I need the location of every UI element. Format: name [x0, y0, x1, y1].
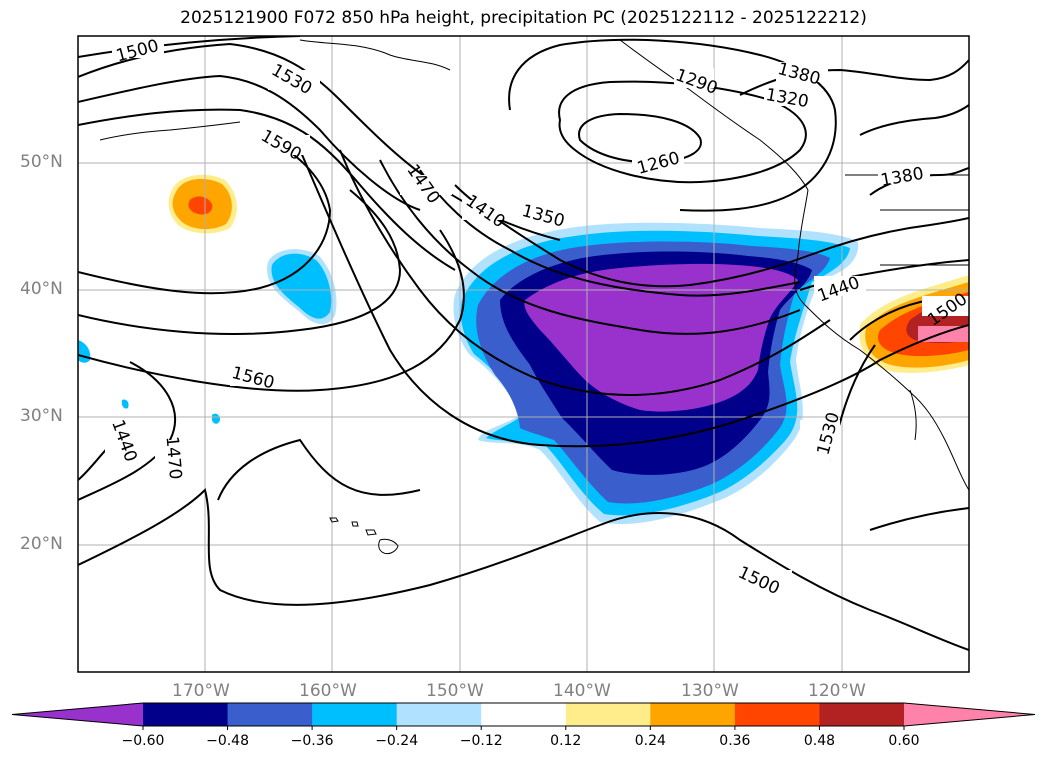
plot-frame [77, 35, 970, 673]
hawaii-islands [329, 517, 399, 555]
lon-label: 150°W [426, 681, 484, 701]
colorbar-segment [650, 703, 736, 726]
colorbar-segment [565, 703, 651, 726]
height-contours [78, 36, 969, 651]
lat-label: 40°N [20, 279, 63, 299]
lat-label: 30°N [20, 406, 63, 426]
contour-label: 1470 [161, 435, 185, 480]
colorbar-segment [396, 703, 482, 726]
colorbar-segment [481, 703, 567, 726]
colorbar-tick-label: 0.24 [634, 733, 666, 749]
map-title: 2025121900 F072 850 hPa height, precipit… [180, 8, 867, 28]
contour-labels: 1500 1530 1590 1470 1410 1350 1260 1290 … [105, 36, 969, 599]
colorbar-tick-label: −0.60 [121, 733, 165, 749]
colorbar [11, 702, 1036, 730]
colorbar-extend-high [904, 703, 1035, 726]
colorbar-tick-label: −0.36 [290, 733, 334, 749]
contour-label: 1590 [257, 126, 304, 165]
colorbar-segment [143, 703, 229, 726]
colorbar-segment [819, 703, 905, 726]
lon-label: 120°W [808, 681, 866, 701]
colorbar-segment [312, 703, 398, 726]
lon-label: 160°W [299, 681, 357, 701]
colorbar-extend-low [12, 703, 143, 726]
colorbar-tick-label: −0.12 [459, 733, 503, 749]
colorbar-tick-label: −0.24 [375, 733, 419, 749]
lon-label: 170°W [172, 681, 230, 701]
colorbar-tick-label: 0.12 [550, 733, 582, 749]
contour-label: 1410 [462, 191, 509, 232]
lon-label: 140°W [553, 681, 611, 701]
colorbar-tick-label: −0.48 [206, 733, 249, 749]
colorbar-segment [734, 703, 820, 726]
contour-label: 1500 [735, 563, 783, 599]
lat-label: 20°N [20, 534, 63, 554]
lon-label: 130°W [681, 681, 739, 701]
colorbar-tick-label: 0.48 [803, 733, 836, 749]
negative-anomaly-region [78, 222, 859, 524]
colorbar-segment [227, 703, 313, 726]
plot-area: 1500 1530 1590 1470 1410 1350 1260 1290 … [78, 36, 969, 672]
lat-label: 50°N [20, 152, 63, 172]
colorbar-tick-label: 0.36 [719, 733, 751, 749]
colorbar-tick-label: 0.60 [888, 733, 920, 749]
